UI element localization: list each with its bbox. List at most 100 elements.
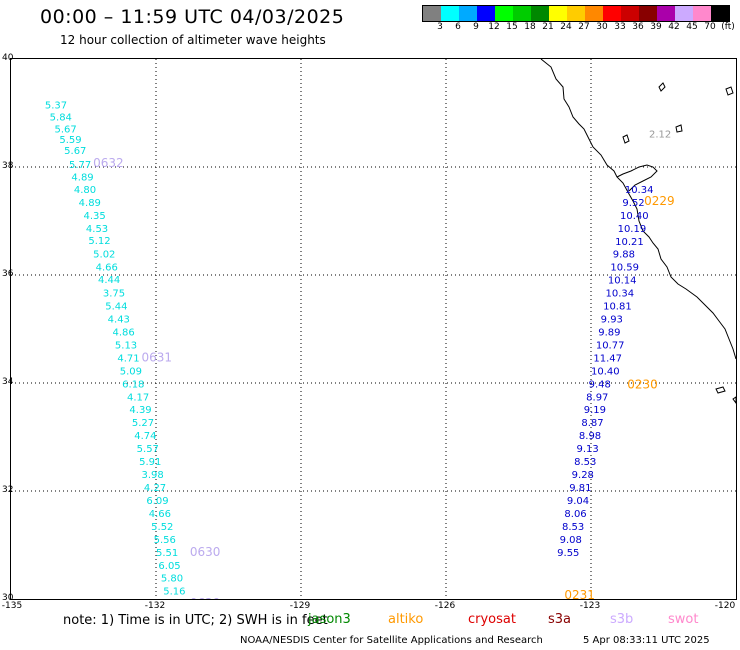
wave-height-value: 5.56 [154, 535, 176, 546]
inland-lake-1 [658, 82, 666, 92]
wave-height-value: 4.17 [127, 392, 149, 403]
wave-height-value: 4.53 [86, 224, 108, 235]
map-canvas: 5.375.845.675.595.675.774.894.804.894.35… [11, 58, 737, 611]
color-scale-label: 24 [560, 22, 572, 32]
wave-height-value: 10.77 [596, 340, 625, 351]
color-swatch [675, 6, 693, 21]
inland-lake-3 [675, 124, 683, 133]
wave-height-value: 10.34 [606, 289, 635, 300]
color-swatch [693, 6, 711, 21]
wave-height-value: 9.55 [557, 548, 579, 559]
color-scale-label: 45 [686, 22, 698, 32]
color-swatch [711, 6, 729, 21]
wave-height-value: 4.44 [98, 275, 120, 286]
wave-height-value: 5.44 [105, 302, 127, 313]
longitude-tick-label: -123 [579, 601, 601, 611]
wave-height-value: 4.39 [129, 405, 151, 416]
wave-height-value: 5.91 [139, 457, 161, 468]
color-scale-label: 39 [650, 22, 662, 32]
pass-time-label: 0229 [644, 194, 675, 208]
longitude-tick-label: -126 [434, 601, 456, 611]
color-swatch [585, 6, 603, 21]
color-scale-label: 9 [473, 22, 479, 32]
wave-height-value: 4.66 [149, 509, 171, 520]
wave-height-value: 4.80 [74, 185, 96, 196]
latitude-tick-label: 38 [2, 161, 14, 171]
latitude-tick-label: 40 [2, 53, 14, 63]
color-swatch [621, 6, 639, 21]
color-swatch [567, 6, 585, 21]
wave-height-value: 9.08 [560, 535, 582, 546]
color-swatch [657, 6, 675, 21]
satellite-legend-item: altiko [388, 612, 424, 627]
color-scale-label: 42 [668, 22, 680, 32]
wave-height-marks: 5.375.845.675.595.675.774.894.804.894.35… [45, 101, 675, 611]
pass-time-label: 0631 [142, 350, 173, 364]
wave-height-value: 9.19 [584, 405, 606, 416]
wave-height-value: 5.59 [59, 135, 81, 146]
wave-height-value: 9.48 [589, 379, 611, 390]
wave-height-value: 6.09 [146, 496, 168, 507]
wave-height-value: 5.16 [163, 587, 185, 598]
wave-height-value: 8.98 [579, 431, 601, 442]
longitude-tick-label: -129 [289, 601, 311, 611]
wave-height-value: 9.89 [598, 327, 620, 338]
pass-time-label: 0231 [564, 588, 595, 599]
color-scale-label: 12 [488, 22, 500, 32]
wave-height-value: 4.27 [144, 483, 166, 494]
wave-height-value: 5.67 [64, 146, 86, 157]
wave-height-value: 9.28 [572, 470, 594, 481]
wave-height-value: 4.35 [84, 211, 106, 222]
pass-time-label: 0230 [627, 377, 658, 391]
latitude-tick-label: 30 [2, 593, 14, 603]
wave-height-value: 10.59 [610, 263, 639, 274]
satellite-legend-item: jason3 [308, 612, 351, 627]
latitude-tick-label: 36 [2, 269, 14, 279]
color-swatch [477, 6, 495, 21]
wave-height-value: 10.81 [603, 302, 632, 313]
wave-height-value: 8.87 [581, 418, 603, 429]
footer-organization: NOAA/NESDIS Center for Satellite Applica… [240, 635, 543, 646]
wave-height-value: 9.81 [569, 483, 591, 494]
inland-lake-2 [622, 134, 630, 144]
wave-height-value: 5.52 [151, 522, 173, 533]
color-scale-label: 15 [506, 22, 518, 32]
color-scale-label: 33 [614, 22, 626, 32]
wave-height-value: 8.53 [574, 457, 596, 468]
wave-height-value: 9.88 [613, 250, 635, 261]
wave-height-value: 4.43 [108, 315, 130, 326]
wave-height-value: 10.40 [591, 366, 620, 377]
page-subtitle: 12 hour collection of altimeter wave hei… [60, 33, 326, 47]
color-swatch [639, 6, 657, 21]
wave-height-value: 5.12 [88, 236, 110, 247]
wave-height-value: 10.14 [608, 276, 637, 287]
wave-height-value: 5.09 [120, 366, 142, 377]
satellite-legend-item: s3b [610, 612, 634, 627]
wave-height-value: 8.06 [564, 509, 586, 520]
wave-height-value: 5.27 [132, 418, 154, 429]
longitude-tick-label: -120 [714, 601, 736, 611]
map-plot-area[interactable]: 5.37 5.84 5.67 5.59 5.67 5.77 4.89 4.80 4.89 4.35… [10, 58, 737, 611]
wave-height-value: 5.37 [45, 101, 67, 112]
color-scale-label: 6 [455, 22, 461, 32]
color-scale-bar [422, 5, 730, 22]
pass-time-label: 0630 [190, 545, 221, 559]
color-scale-label: 70 [704, 22, 716, 32]
footer-generated-time: 5 Apr 08:33:11 UTC 2025 [583, 635, 710, 646]
sf-bay [616, 164, 658, 192]
latitude-tick-label: 32 [2, 485, 14, 495]
wave-height-value: 10.40 [620, 211, 649, 222]
color-swatch [531, 6, 549, 21]
inland-lake-4 [725, 86, 734, 96]
satellite-legend-item: cryosat [468, 612, 516, 627]
color-scale-label: 18 [524, 22, 536, 32]
wave-height-value: 9.52 [622, 198, 644, 209]
color-swatch [423, 6, 441, 21]
wave-height-value: 6.18 [122, 379, 144, 390]
wave-height-value: 9.93 [601, 315, 623, 326]
wave-height-value: 5.13 [115, 340, 137, 351]
wave-height-value: 4.66 [96, 263, 118, 274]
color-swatch [459, 6, 477, 21]
wave-height-value: 5.84 [50, 113, 72, 124]
wave-height-value: 4.71 [117, 353, 139, 364]
